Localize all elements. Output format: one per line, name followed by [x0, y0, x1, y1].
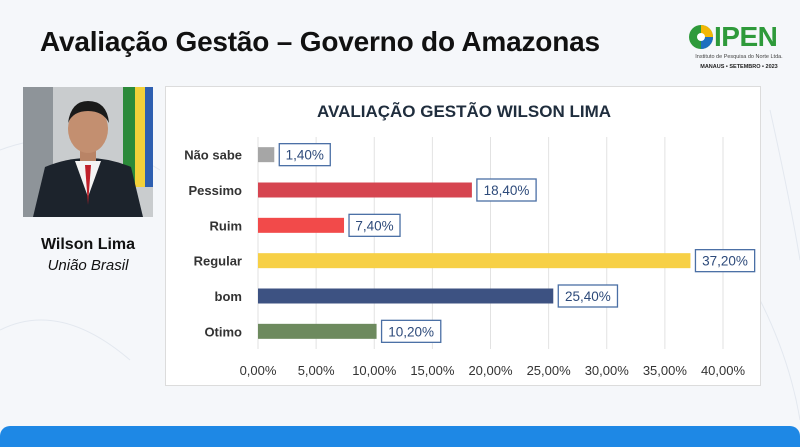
bar: [258, 253, 691, 269]
category-label: Regular: [194, 254, 242, 269]
x-tick-label: 0,00%: [240, 363, 277, 378]
x-tick-label: 5,00%: [298, 363, 335, 378]
category-labels: Não sabe Pessimo Ruim Regular bom Otimo: [184, 148, 242, 340]
candidate-photo: [23, 87, 153, 217]
bar: [258, 217, 345, 233]
category-label: Não sabe: [184, 148, 242, 163]
bar: [258, 323, 377, 339]
value-label: 1,40%: [286, 148, 324, 163]
value-label: 25,40%: [565, 289, 611, 304]
value-label-box: [476, 178, 537, 202]
bars: [258, 147, 691, 339]
category-label: bom: [215, 289, 242, 304]
x-tick-label: 25,00%: [527, 363, 572, 378]
bottom-bar: [0, 426, 800, 447]
x-tick-label: 10,00%: [352, 363, 397, 378]
value-label-box: [380, 319, 442, 343]
x-tick-label: 40,00%: [701, 363, 746, 378]
value-label-box: [278, 143, 331, 167]
logo-subtitle: Instituto de Pesquisa do Norte Ltda.: [695, 54, 783, 60]
ipen-logo: IPEN Instituto de Pesquisa do Norte Ltda…: [686, 20, 786, 78]
category-label: Ruim: [210, 218, 243, 233]
x-tick-label: 35,00%: [643, 363, 688, 378]
value-label-box: [694, 249, 756, 273]
category-label: Pessimo: [189, 183, 243, 198]
bar-chart: AVALIAÇÃO GESTÃO WILSON LIMA Não sabe Pes…: [184, 101, 756, 378]
logo-wordmark: IPEN: [714, 21, 778, 52]
value-label: 10,20%: [388, 324, 434, 339]
value-label-box: [348, 213, 401, 237]
grid-lines: [257, 137, 724, 349]
x-tick-labels: 0,00% 5,00% 10,00% 15,00% 20,00% 25,00% 30,00%…: [240, 363, 746, 378]
value-label: 7,40%: [355, 218, 393, 233]
value-label: 37,20%: [702, 254, 748, 269]
globe-icon: [689, 25, 713, 49]
x-tick-label: 20,00%: [468, 363, 513, 378]
chart-title: AVALIAÇÃO GESTÃO WILSON LIMA: [317, 101, 611, 121]
bar: [258, 182, 472, 198]
x-tick-label: 30,00%: [585, 363, 630, 378]
category-label: Otimo: [204, 324, 242, 339]
candidate-name: Wilson Lima: [40, 236, 136, 253]
bar: [258, 147, 275, 163]
logo-date-line: MANAUS • SETEMBRO • 2023: [700, 64, 778, 70]
x-tick-label: 15,00%: [410, 363, 455, 378]
portrait-image: [23, 87, 153, 217]
chart-panel: AVALIAÇÃO GESTÃO WILSON LIMA Não sabe Pes…: [165, 86, 761, 386]
slide-title: Avaliação Gestão – Governo do Amazonas: [40, 26, 600, 57]
value-labels: 1,40% 18,40% 7,40% 37,20% 25,40% 10,20%: [278, 143, 756, 343]
bar: [258, 288, 554, 304]
value-label: 18,40%: [484, 183, 530, 198]
candidate-party: União Brasil: [47, 257, 129, 274]
value-label-box: [557, 284, 619, 308]
